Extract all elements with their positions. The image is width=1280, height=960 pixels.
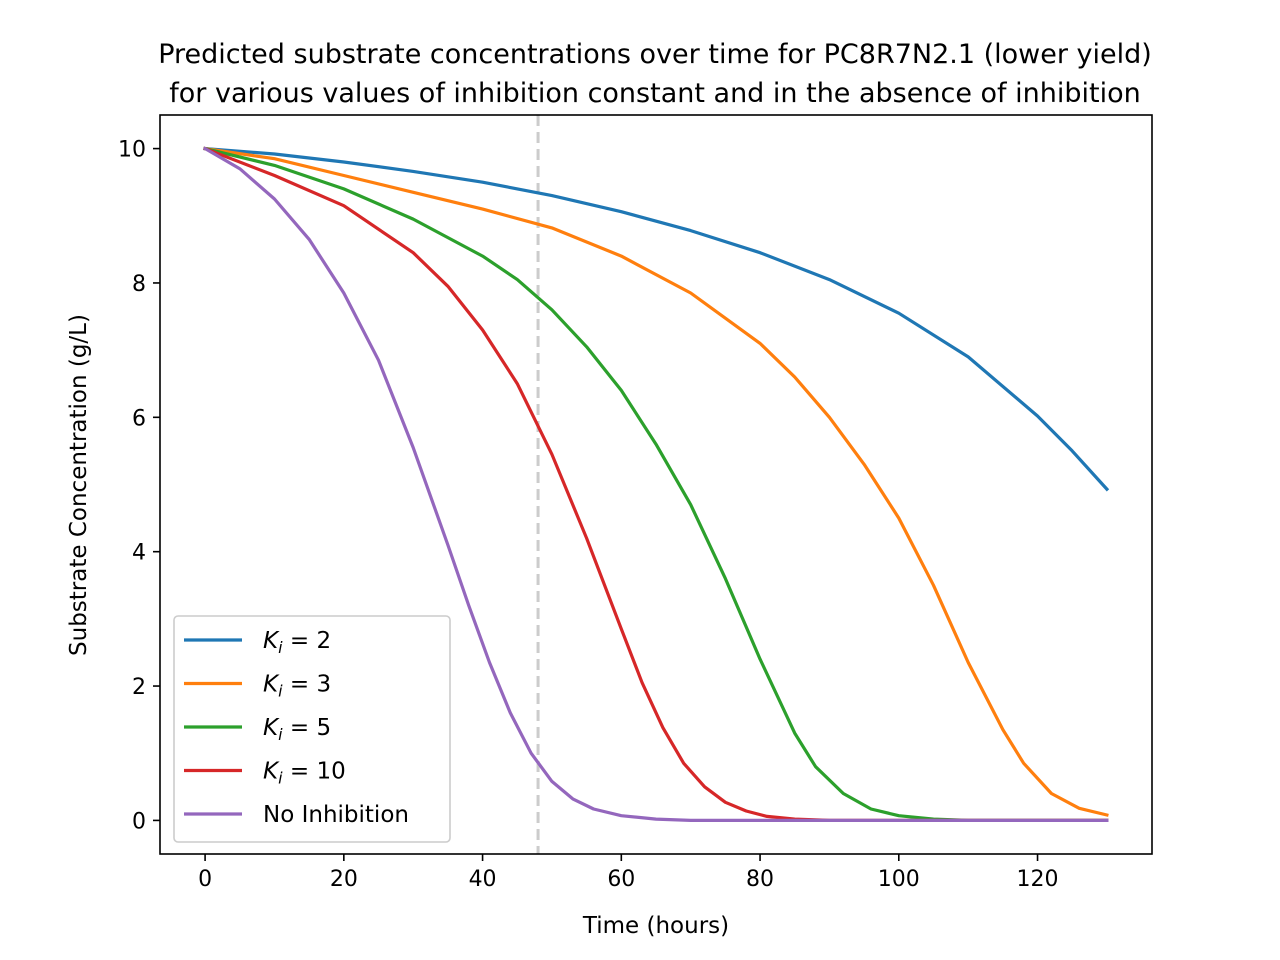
- y-tick-label: 10: [118, 138, 146, 163]
- series-line-0: [203, 146, 1110, 492]
- x-axis: 0 20 40 60 80 100 120: [198, 854, 1059, 892]
- y-tick-label: 0: [132, 809, 146, 834]
- plot-area: [202, 115, 1110, 854]
- legend-box: [173, 615, 451, 843]
- series-line-2: [203, 146, 1109, 822]
- x-tick-label: 80: [746, 867, 774, 892]
- y-tick-label: 2: [132, 675, 146, 700]
- chart-title-line-2: for various values of inhibition constan…: [169, 78, 1140, 109]
- x-tick-label: 120: [1017, 867, 1059, 892]
- legend: Ki = 2 Ki = 3 Ki = 5 Ki = 10 No Inhibition: [173, 615, 451, 843]
- legend-label-2: Ki = 5: [263, 715, 331, 744]
- legend-label-4: No Inhibition: [263, 802, 409, 828]
- y-tick-label: 8: [132, 272, 146, 297]
- y-axis-label: Substrate Concentration (g/L): [66, 314, 92, 656]
- x-tick-label: 40: [469, 867, 497, 892]
- series-line-1: [203, 146, 1109, 817]
- plot-frame: [159, 114, 1153, 855]
- x-tick-label: 0: [198, 867, 212, 892]
- legend-label-0: Ki = 2: [263, 628, 331, 657]
- x-tick-label: 100: [878, 867, 920, 892]
- x-tick-label: 60: [607, 867, 635, 892]
- y-tick-label: 4: [132, 541, 146, 566]
- y-axis: 0 2 4 6 8 10: [118, 138, 160, 834]
- series-line-4: [202, 146, 1109, 822]
- legend-label-1: Ki = 3: [263, 672, 331, 701]
- x-tick-label: 20: [330, 867, 358, 892]
- x-axis-label: Time (hours): [582, 913, 729, 939]
- legend-label-3: Ki = 10: [263, 759, 346, 788]
- chart-title-line-1: Predicted substrate concentrations over …: [158, 39, 1152, 70]
- y-tick-label: 6: [132, 406, 146, 431]
- series-line-3: [203, 146, 1109, 822]
